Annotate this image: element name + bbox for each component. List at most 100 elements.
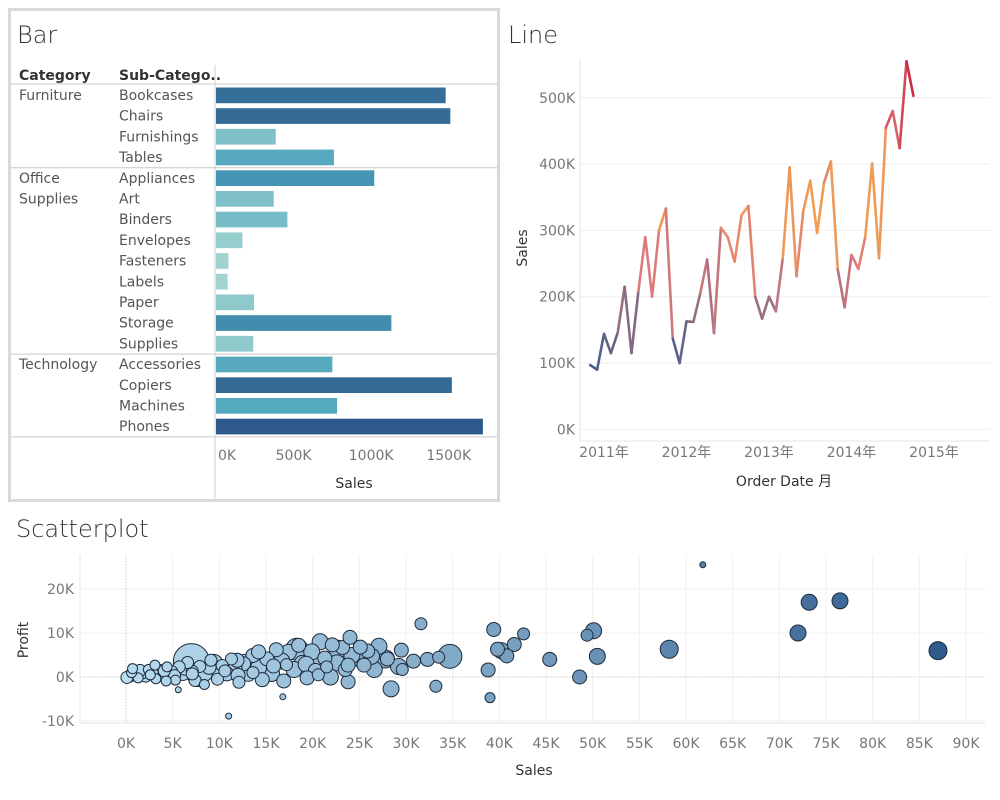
scatter-point (198, 678, 210, 690)
category-label: Technology (18, 357, 97, 373)
scatter-point (299, 670, 315, 686)
scatter-point (486, 621, 502, 637)
line-segment (623, 285, 633, 355)
line-segment (719, 226, 730, 239)
line-segment (850, 253, 860, 271)
line-segment (863, 162, 874, 239)
bar-chart: Category Sub-Catego.. Furniture Bookcases Ch… (11, 65, 497, 499)
x-tick-label: 500K (276, 448, 313, 464)
sub-category-label: Bookcases (119, 88, 193, 104)
scatter-point (506, 636, 522, 652)
x-axis-label: Order Date 月 (736, 474, 832, 490)
line-segment (657, 207, 668, 232)
scatter-point (489, 641, 505, 657)
line-segment (698, 258, 709, 295)
x-tick-label: 70K (766, 736, 794, 752)
y-tick-label: 100K (539, 356, 576, 372)
line-segment (692, 292, 702, 324)
scatter-point (419, 651, 435, 667)
sub-category-label: Supplies (119, 336, 178, 352)
scatter-point (185, 667, 199, 681)
scatter-point (291, 637, 307, 653)
scatter-point (352, 639, 368, 655)
bar (216, 335, 254, 352)
scatter-point (174, 686, 182, 694)
scatter-point (342, 629, 358, 645)
sub-category-label: Machines (119, 399, 185, 415)
line-segment (678, 319, 688, 365)
scatter-point (232, 675, 246, 689)
x-tick-label: 75K (813, 736, 841, 752)
scatter-point (160, 675, 172, 687)
scatter-point (405, 653, 421, 669)
scatter-point (484, 692, 496, 704)
line-segment (712, 226, 723, 335)
line-segment (643, 235, 654, 299)
bar (216, 232, 243, 249)
scatter-point (169, 674, 181, 686)
x-tick-label: 10K (206, 736, 234, 752)
scatter-point (393, 642, 409, 658)
scatter-point (268, 642, 284, 658)
bar-chart-title: Bar (17, 21, 58, 49)
bar (216, 128, 276, 145)
x-tick-label: 50K (579, 736, 607, 752)
line-segment (870, 162, 881, 260)
x-tick-label: 25K (346, 736, 374, 752)
x-tick-label: 5K (164, 736, 183, 752)
scatter-point (831, 592, 849, 610)
scatter-point (265, 658, 281, 674)
x-tick-label: 1500K (426, 448, 472, 464)
line-segment (630, 290, 640, 355)
line-segment (795, 209, 805, 278)
scatter-point (379, 651, 395, 667)
scatter-point (588, 647, 606, 665)
y-axis-label: Sales (515, 229, 531, 266)
x-tick-label: 85K (906, 736, 934, 752)
scatter-point (382, 680, 400, 698)
scatter-point (127, 663, 139, 675)
scatter-point (311, 668, 325, 682)
scatter-point (340, 657, 356, 673)
bar (216, 398, 338, 414)
line-segment (857, 235, 867, 271)
y-tick-label: 400K (539, 157, 576, 173)
sub-category-label: Appliances (119, 171, 195, 187)
sub-category-label: Fasteners (119, 254, 186, 270)
scatter-point (246, 666, 260, 680)
category-label: Furniture (19, 88, 82, 104)
bar (216, 294, 255, 311)
line-segment (788, 166, 798, 278)
x-axis-label: Sales (335, 476, 372, 492)
bar (216, 87, 446, 104)
x-tick-label: 0K (218, 448, 237, 464)
line-segment (637, 235, 647, 293)
line-segment (705, 258, 716, 335)
y-axis-label: Profit (16, 621, 32, 658)
scatter-point (320, 660, 334, 674)
line-chart: 0K 100K 200K 300K 400K 500K 2011年 2012年 2013年 201… (515, 58, 990, 490)
line-segment (595, 332, 606, 371)
line-segment (650, 229, 661, 299)
scatter-point (789, 624, 807, 642)
scatter-point (324, 637, 340, 653)
bar (216, 418, 483, 435)
bar (216, 211, 288, 228)
x-tick-label: 30K (393, 736, 421, 752)
sub-category-label: Art (119, 192, 140, 208)
scatter-point (580, 628, 594, 642)
scatter-point (204, 653, 218, 667)
scatter-point (699, 561, 707, 569)
line-segment (671, 337, 681, 365)
x-tick-label: 0K (117, 736, 136, 752)
sub-category-label: Tables (118, 150, 163, 166)
line-segment (664, 207, 675, 340)
bar (216, 315, 392, 331)
scatter-point (432, 650, 446, 664)
line-segment (767, 295, 778, 313)
line-segment (616, 285, 626, 334)
scatter-point (517, 627, 531, 641)
scatter-point (800, 593, 818, 611)
sub-category-label: Phones (119, 419, 170, 435)
scatter-point (210, 672, 224, 686)
